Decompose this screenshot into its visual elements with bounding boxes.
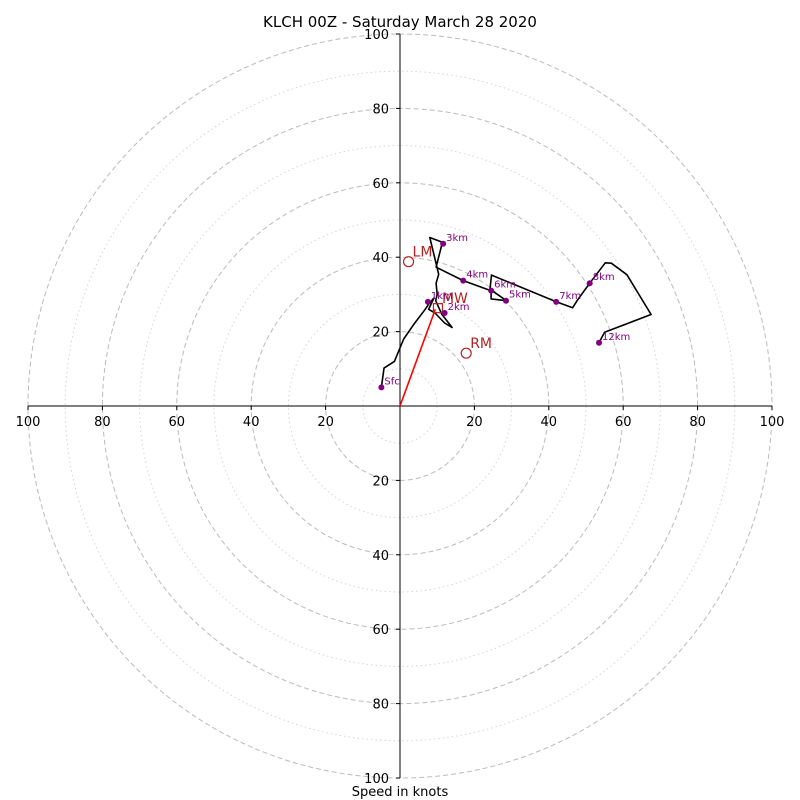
height-label-5km: 5km (509, 290, 531, 301)
x-axis-label: Speed in knots (352, 785, 449, 800)
height-label-12km: 12km (602, 332, 630, 343)
height-point-4km (460, 277, 467, 284)
tick-label: 60 (372, 177, 389, 192)
tick-label: 80 (689, 415, 706, 430)
chart-title: KLCH 00Z - Saturday March 28 2020 (263, 13, 537, 31)
rm-label: RM (470, 336, 492, 352)
height-label-2km: 2km (448, 302, 470, 313)
height-point-sfc (378, 384, 385, 391)
height-point-1km (424, 298, 431, 305)
tick-label: 60 (615, 415, 632, 430)
lm-label: LM (413, 245, 433, 261)
height-label-6km: 6km (494, 280, 516, 291)
storm-motions: LM RM MW (402, 245, 492, 359)
rm-marker (460, 347, 472, 359)
height-point-3km (440, 240, 447, 247)
height-point-8km (586, 280, 593, 287)
height-point-12km (596, 339, 603, 346)
height-label-8km: 8km (593, 272, 615, 283)
height-point-2km (441, 310, 448, 316)
height-label-4km: 4km (466, 270, 488, 281)
tick-label: 20 (372, 474, 389, 489)
height-label-3km: 3km (446, 233, 468, 244)
tick-label: 20 (372, 326, 389, 341)
tick-label: 80 (372, 698, 389, 713)
tick-label: 80 (372, 102, 389, 117)
height-label-1km: 1km (431, 291, 453, 302)
shear-vector-line (399, 309, 437, 407)
tick-label: 20 (466, 415, 483, 430)
shear-vector (399, 309, 437, 407)
height-point-5km (503, 297, 510, 304)
tick-label: 40 (541, 415, 558, 430)
tick-label: 60 (169, 415, 186, 430)
mw-marker (432, 303, 444, 314)
tick-label: 40 (372, 549, 389, 564)
tick-label: 100 (16, 415, 41, 430)
tick-label: 100 (364, 772, 389, 787)
tick-label: 80 (94, 415, 111, 430)
tick-label: 100 (760, 415, 785, 430)
tick-label: 40 (243, 415, 260, 430)
tick-label: 20 (317, 415, 334, 430)
tick-labels: 20 20 20 20 40 40 40 40 60 60 60 60 80 80 80 80 100 100 10… (16, 28, 785, 787)
height-point-7km (553, 298, 560, 305)
lm-marker (402, 256, 415, 268)
tick-label: 40 (372, 251, 389, 266)
tick-label: 100 (364, 28, 389, 43)
height-label-7km: 7km (559, 291, 581, 302)
tick-label: 60 (372, 623, 389, 638)
height-point-6km (488, 287, 495, 294)
mw-label: MW (442, 291, 468, 307)
height-label-sfc: Sfc (384, 376, 399, 387)
